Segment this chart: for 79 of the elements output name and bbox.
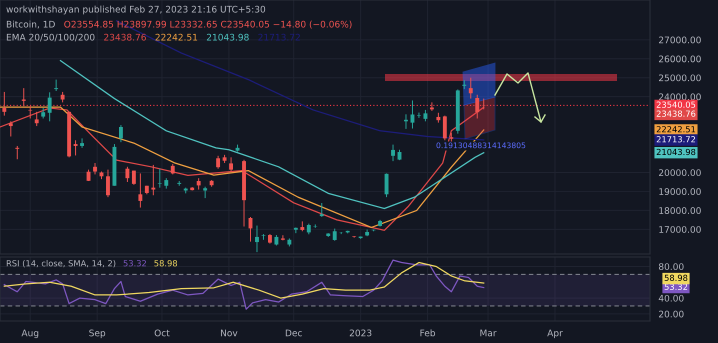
- candlestick: [248, 216, 252, 242]
- candlestick: [384, 172, 388, 198]
- ref-line-label: 23540.05: [656, 102, 696, 108]
- x-tick-label: Nov: [220, 330, 238, 336]
- candlestick: [436, 112, 440, 124]
- candlestick: [320, 202, 324, 218]
- candlestick: [306, 223, 311, 235]
- candlestick: [391, 144, 395, 162]
- text: 58.98: [664, 274, 688, 281]
- text: Bitcoin, 1D: [6, 20, 55, 29]
- candlestick: [203, 186, 208, 199]
- annotation: EMA 20/50/100/200: [6, 34, 94, 42]
- annotation: 22242.51: [156, 34, 198, 41]
- candlestick: [80, 138, 84, 148]
- candlestick: [54, 79, 58, 92]
- candlestick: [138, 172, 142, 208]
- y-tick-label: 19000.00: [659, 188, 701, 196]
- candlestick: [164, 178, 168, 190]
- text: 21713.72: [656, 136, 696, 142]
- annotation: 53.32: [124, 260, 146, 266]
- annotation: 23438.76: [104, 34, 146, 41]
- annotation: RSI (14, close, SMA, 14, 2): [6, 260, 116, 268]
- candlestick: [106, 169, 110, 198]
- candlestick: [468, 77, 473, 100]
- candlestick: [8, 120, 13, 137]
- candlestick: [41, 108, 46, 119]
- x-tick-label: 2023: [350, 329, 372, 336]
- candlestick: [255, 225, 259, 253]
- candlestick: [268, 234, 272, 244]
- candlestick: [125, 166, 130, 182]
- candlestick: [313, 224, 318, 228]
- x-tick-label: Apr: [547, 330, 563, 338]
- x-tick-label: Mar: [480, 330, 497, 336]
- candlestick: [118, 124, 123, 143]
- annotation: 21043.98: [206, 34, 249, 41]
- line-series: [4, 262, 484, 299]
- candlestick: [15, 145, 20, 160]
- y-tick-label: 27000.00: [658, 36, 701, 44]
- x-tick-label: Oct: [154, 329, 170, 336]
- candlestick: [442, 115, 447, 141]
- candlestick: [74, 140, 78, 156]
- y-tick-label: 17000.00: [659, 226, 701, 233]
- y-tick-label: 20000.00: [658, 169, 701, 176]
- y-tick-label: 25000.00: [658, 74, 701, 82]
- y-tick-label: 18000.00: [659, 207, 701, 214]
- candlestick: [482, 98, 486, 110]
- text: 23438.76: [656, 110, 696, 117]
- annotation: 58.98: [154, 260, 178, 266]
- annotation: 21713.72: [258, 34, 300, 41]
- candlestick: [423, 109, 428, 122]
- y-tick-label: 26000.00: [658, 55, 701, 62]
- candlestick: [93, 162, 97, 175]
- candlestick: [2, 91, 6, 116]
- candlestick: [410, 100, 414, 129]
- candlestick: [48, 92, 52, 122]
- x-tick-label: Sep: [89, 329, 106, 338]
- x-tick-label: Dec: [286, 330, 302, 336]
- text: 21043.98: [656, 148, 696, 156]
- x-tick-label: Aug: [21, 330, 38, 338]
- annotation: workwithshayan published Feb 27, 2023 21:16 UTC+5:30: [6, 6, 266, 14]
- line-series: [4, 260, 484, 310]
- x-tick-label: Feb: [420, 329, 436, 336]
- y-tick-label: 40.00: [658, 294, 684, 302]
- candlestick: [196, 178, 201, 190]
- candlestick: [229, 156, 234, 172]
- candlestick: [300, 220, 304, 232]
- candlestick: [132, 170, 136, 186]
- candlestick: [60, 91, 65, 103]
- annotation: O23554.85 H23897.99 L23332.65 C23540.05 −14.80 (−0.06%): [64, 20, 352, 29]
- y-tick-label: 24000.00: [658, 93, 701, 100]
- text: 22242.51: [656, 126, 696, 132]
- y-tick-label: 20.00: [658, 310, 684, 318]
- candlestick: [22, 88, 26, 107]
- y-tick-label: 80.00: [658, 263, 684, 270]
- candlestick: [274, 234, 278, 246]
- candlestick: [404, 114, 408, 130]
- candlestick: [216, 155, 220, 170]
- candlestick: [151, 164, 156, 196]
- candlestick: [398, 149, 402, 161]
